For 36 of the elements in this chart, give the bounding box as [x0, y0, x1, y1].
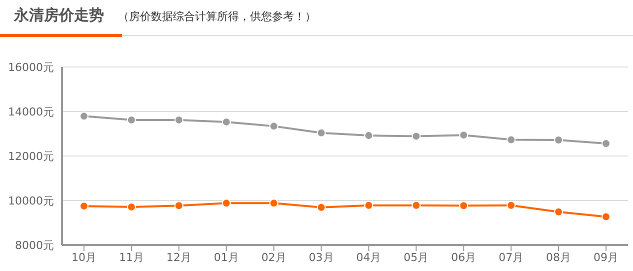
y-tick-label: 12000元 — [8, 150, 54, 163]
point — [412, 200, 421, 210]
x-tick-label: 12月 — [166, 250, 192, 264]
point — [459, 201, 468, 210]
point — [554, 207, 564, 216]
y-tick-label: 14000元 — [8, 105, 54, 118]
point — [174, 201, 184, 210]
point — [412, 132, 421, 141]
point — [459, 130, 468, 140]
point — [364, 200, 374, 210]
point — [506, 135, 516, 144]
point — [506, 200, 516, 210]
x-tick-label: 11月 — [118, 250, 144, 264]
x-tick-label: 02月 — [261, 250, 286, 264]
x-tick-label: 08月 — [546, 250, 572, 264]
point — [316, 128, 326, 138]
point — [269, 122, 278, 131]
y-tick-label: 16000元 — [8, 60, 54, 74]
x-tick-label: 05月 — [404, 250, 429, 264]
point — [602, 212, 610, 222]
x-tick-label: 06月 — [451, 250, 476, 264]
point — [80, 202, 88, 211]
x-tick-label: 01月 — [214, 250, 239, 264]
chart-subtitle: （房价数据综合计算所得，供您参考！） — [118, 9, 316, 24]
point — [80, 112, 88, 121]
point — [269, 198, 278, 208]
y-tick-label: 8000元 — [15, 238, 54, 252]
point — [222, 198, 231, 208]
y-tick-label: 10000元 — [8, 194, 54, 208]
x-tick-label: 09月 — [594, 250, 618, 264]
x-tick-label: 10月 — [72, 250, 96, 264]
x-tick-label: 04月 — [356, 250, 382, 264]
x-tick-label: 07月 — [498, 250, 524, 264]
chart-title: 永清房价走势 — [14, 6, 104, 25]
point — [316, 202, 326, 212]
x-tick-label: 03月 — [308, 250, 334, 264]
